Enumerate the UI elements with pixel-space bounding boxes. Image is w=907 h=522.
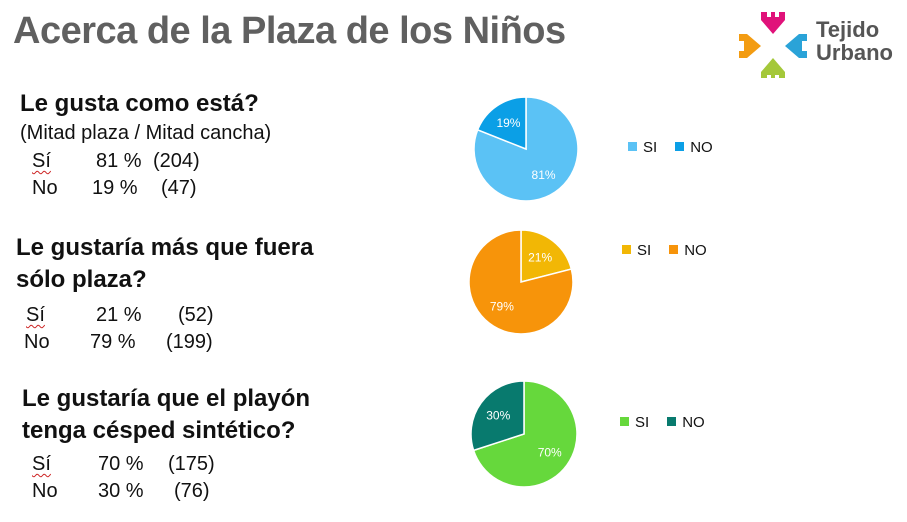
chart-legend-3: SI NO xyxy=(620,414,723,431)
answer-label: Sí xyxy=(32,453,51,475)
answer-label: No xyxy=(32,480,58,502)
question-text-line-2: tenga césped sintético? xyxy=(22,417,296,444)
answer-row-no: No 79 % (199) xyxy=(16,331,446,358)
pie-data-label: 70% xyxy=(538,446,562,460)
legend-label: NO xyxy=(690,139,713,156)
pie-slice-no xyxy=(468,229,574,335)
answer-count: (76) xyxy=(174,480,210,502)
logo-line-2: Urbano xyxy=(816,40,893,65)
legend-label: SI xyxy=(643,139,658,156)
answer-percent: 21 % xyxy=(96,304,142,326)
pie-data-label: 19% xyxy=(496,116,520,130)
question-section-1: Le gusta como está? (Mitad plaza / Mitad… xyxy=(20,88,450,204)
question-text-line-2: sólo plaza? xyxy=(16,266,147,293)
legend-label: SI xyxy=(637,242,652,259)
answer-row-si: Sí 21 % (52) xyxy=(16,304,446,331)
legend-item-no: NO xyxy=(675,139,713,156)
answer-count: (175) xyxy=(168,453,215,475)
pie-slice-no xyxy=(476,96,527,151)
answer-percent: 81 % xyxy=(96,150,142,172)
legend-item-si: SI xyxy=(628,139,657,156)
legend-label: NO xyxy=(682,414,705,431)
logo-text: Tejido Urbano xyxy=(816,18,893,64)
question-text-line-1: Le gustaría que el playón xyxy=(22,385,311,412)
legend-swatch xyxy=(620,417,629,426)
page-title: Acerca de la Plaza de los Niños xyxy=(13,10,566,52)
tejido-urbano-logo-icon xyxy=(739,12,807,78)
legend-swatch xyxy=(669,245,679,254)
chart-legend-2: SI NO xyxy=(622,242,725,259)
answer-row-si: Sí 70 % (175) xyxy=(22,453,452,480)
answer-label: Sí xyxy=(32,150,51,172)
legend-swatch xyxy=(628,142,637,151)
question-text: Le gusta como está? xyxy=(20,90,259,117)
pie-data-label: 21% xyxy=(528,250,552,264)
pie-data-label: 30% xyxy=(486,408,510,422)
answer-label: No xyxy=(24,331,50,353)
answer-percent: 30 % xyxy=(98,480,144,502)
legend-item-si: SI xyxy=(622,242,651,259)
legend-swatch xyxy=(622,245,631,254)
answer-count: (204) xyxy=(153,150,200,172)
question-text-line-1: Le gustaría más que fuera xyxy=(16,234,314,261)
answer-count: (199) xyxy=(166,331,213,353)
pie-slice-si xyxy=(520,229,573,283)
answer-row-si: Sí 81 % (204) xyxy=(20,150,450,177)
pie-chart-1: 81% 19% xyxy=(473,96,579,202)
legend-swatch xyxy=(675,142,685,151)
answer-label: No xyxy=(32,177,58,199)
logo-line-1: Tejido xyxy=(816,17,880,42)
legend-label: NO xyxy=(684,242,707,259)
pie-slice-no xyxy=(470,380,525,452)
answer-label: Sí xyxy=(26,304,45,326)
answer-percent: 79 % xyxy=(90,331,136,353)
answer-percent: 70 % xyxy=(98,453,144,475)
pie-chart-2: 21% 79% xyxy=(468,229,574,335)
answer-row-no: No 30 % (76) xyxy=(22,480,452,507)
answer-count: (47) xyxy=(161,177,197,199)
pie-data-label: 79% xyxy=(490,300,514,314)
question-section-2: Le gustaría más que fuera sólo plaza? Sí… xyxy=(16,232,446,358)
answer-percent: 19 % xyxy=(92,177,138,199)
pie-chart-3: 70% 30% xyxy=(470,380,578,488)
question-note: (Mitad plaza / Mitad cancha) xyxy=(20,122,272,144)
answer-count: (52) xyxy=(178,304,214,326)
pie-data-label: 81% xyxy=(532,168,556,182)
answer-row-no: No 19 % (47) xyxy=(20,177,450,204)
question-section-3: Le gustaría que el playón tenga césped s… xyxy=(22,383,452,507)
chart-legend-1: SI NO xyxy=(628,139,731,156)
legend-item-no: NO xyxy=(667,414,705,431)
pie-slice-si xyxy=(472,380,578,488)
legend-item-si: SI xyxy=(620,414,649,431)
legend-swatch xyxy=(667,417,677,426)
legend-item-no: NO xyxy=(669,242,707,259)
legend-label: SI xyxy=(635,414,650,431)
